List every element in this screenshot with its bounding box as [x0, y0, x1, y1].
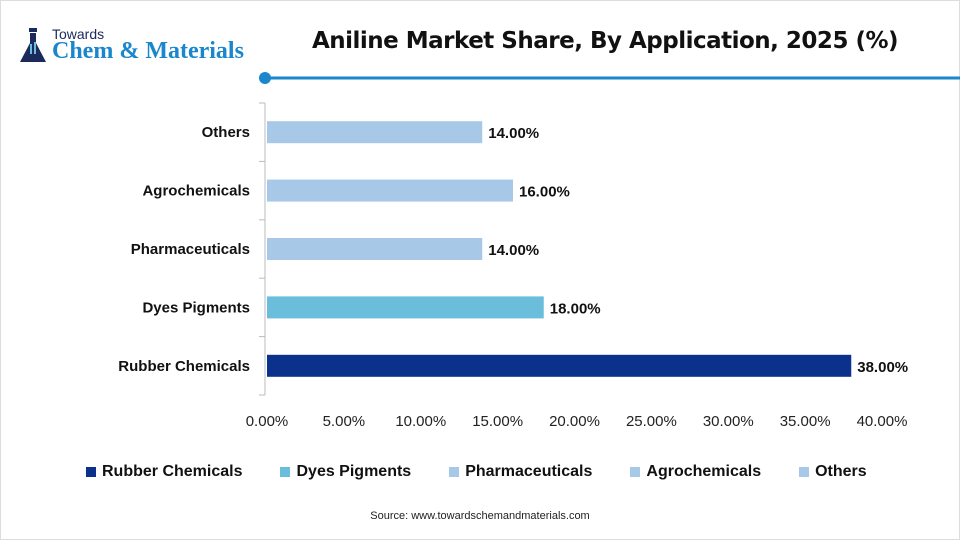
data-label: 18.00%: [550, 300, 601, 317]
category-label: Agrochemicals: [142, 183, 250, 200]
category-label: Dyes Pigments: [142, 299, 250, 316]
legend-label: Pharmaceuticals: [465, 463, 593, 480]
data-label: 38.00%: [857, 359, 908, 376]
legend-label: Agrochemicals: [646, 463, 762, 480]
bar-dyes-pigments: [267, 296, 544, 319]
bar-rubber-chemicals: [267, 354, 852, 377]
data-label: 14.00%: [488, 242, 539, 259]
bar-agrochemicals: [267, 179, 513, 202]
x-tick-label: 25.00%: [626, 413, 677, 430]
legend-item: Dyes Pigments: [280, 463, 411, 481]
x-tick-label: 10.00%: [395, 413, 446, 430]
bar-others: [267, 121, 483, 144]
legend-item: Rubber Chemicals: [86, 463, 242, 481]
data-label: 16.00%: [519, 184, 570, 201]
legend-swatch: [86, 467, 96, 477]
x-tick-label: 0.00%: [246, 413, 289, 430]
legend-label: Rubber Chemicals: [102, 463, 243, 480]
legend-item: Pharmaceuticals: [449, 463, 592, 481]
source: Source: www.towardschemandmaterials.com: [370, 510, 590, 522]
x-tick-label: 30.00%: [703, 413, 754, 430]
x-tick-label: 40.00%: [857, 413, 908, 430]
legend-swatch: [630, 467, 641, 477]
legend-swatch: [449, 467, 460, 477]
legend-item: Agrochemicals: [630, 463, 761, 481]
x-tick-label: 20.00%: [549, 413, 600, 430]
category-label: Pharmaceuticals: [131, 241, 250, 258]
category-label: Rubber Chemicals: [118, 358, 250, 375]
legend-swatch: [280, 467, 291, 477]
bar-pharmaceuticals: [267, 238, 483, 260]
logo-line1: Towards: [52, 26, 105, 42]
legend-label: Dyes Pigments: [296, 463, 412, 480]
legend-item: Others: [799, 463, 867, 481]
chart-title: Aniline Market Share, By Application, 20…: [311, 28, 899, 54]
data-label: 14.00%: [488, 125, 539, 142]
x-tick-label: 5.00%: [323, 413, 366, 430]
legend-label: Others: [815, 463, 867, 480]
category-label: Others: [202, 124, 250, 141]
x-tick-label: 15.00%: [472, 413, 523, 430]
logo-line2: Chem & Materials: [52, 38, 244, 64]
legend-swatch: [799, 467, 810, 477]
legend: Rubber Chemicals Dyes Pigments Pharmaceuti…: [86, 463, 905, 481]
flask-icon: [20, 28, 46, 62]
x-tick-label: 35.00%: [780, 413, 831, 430]
